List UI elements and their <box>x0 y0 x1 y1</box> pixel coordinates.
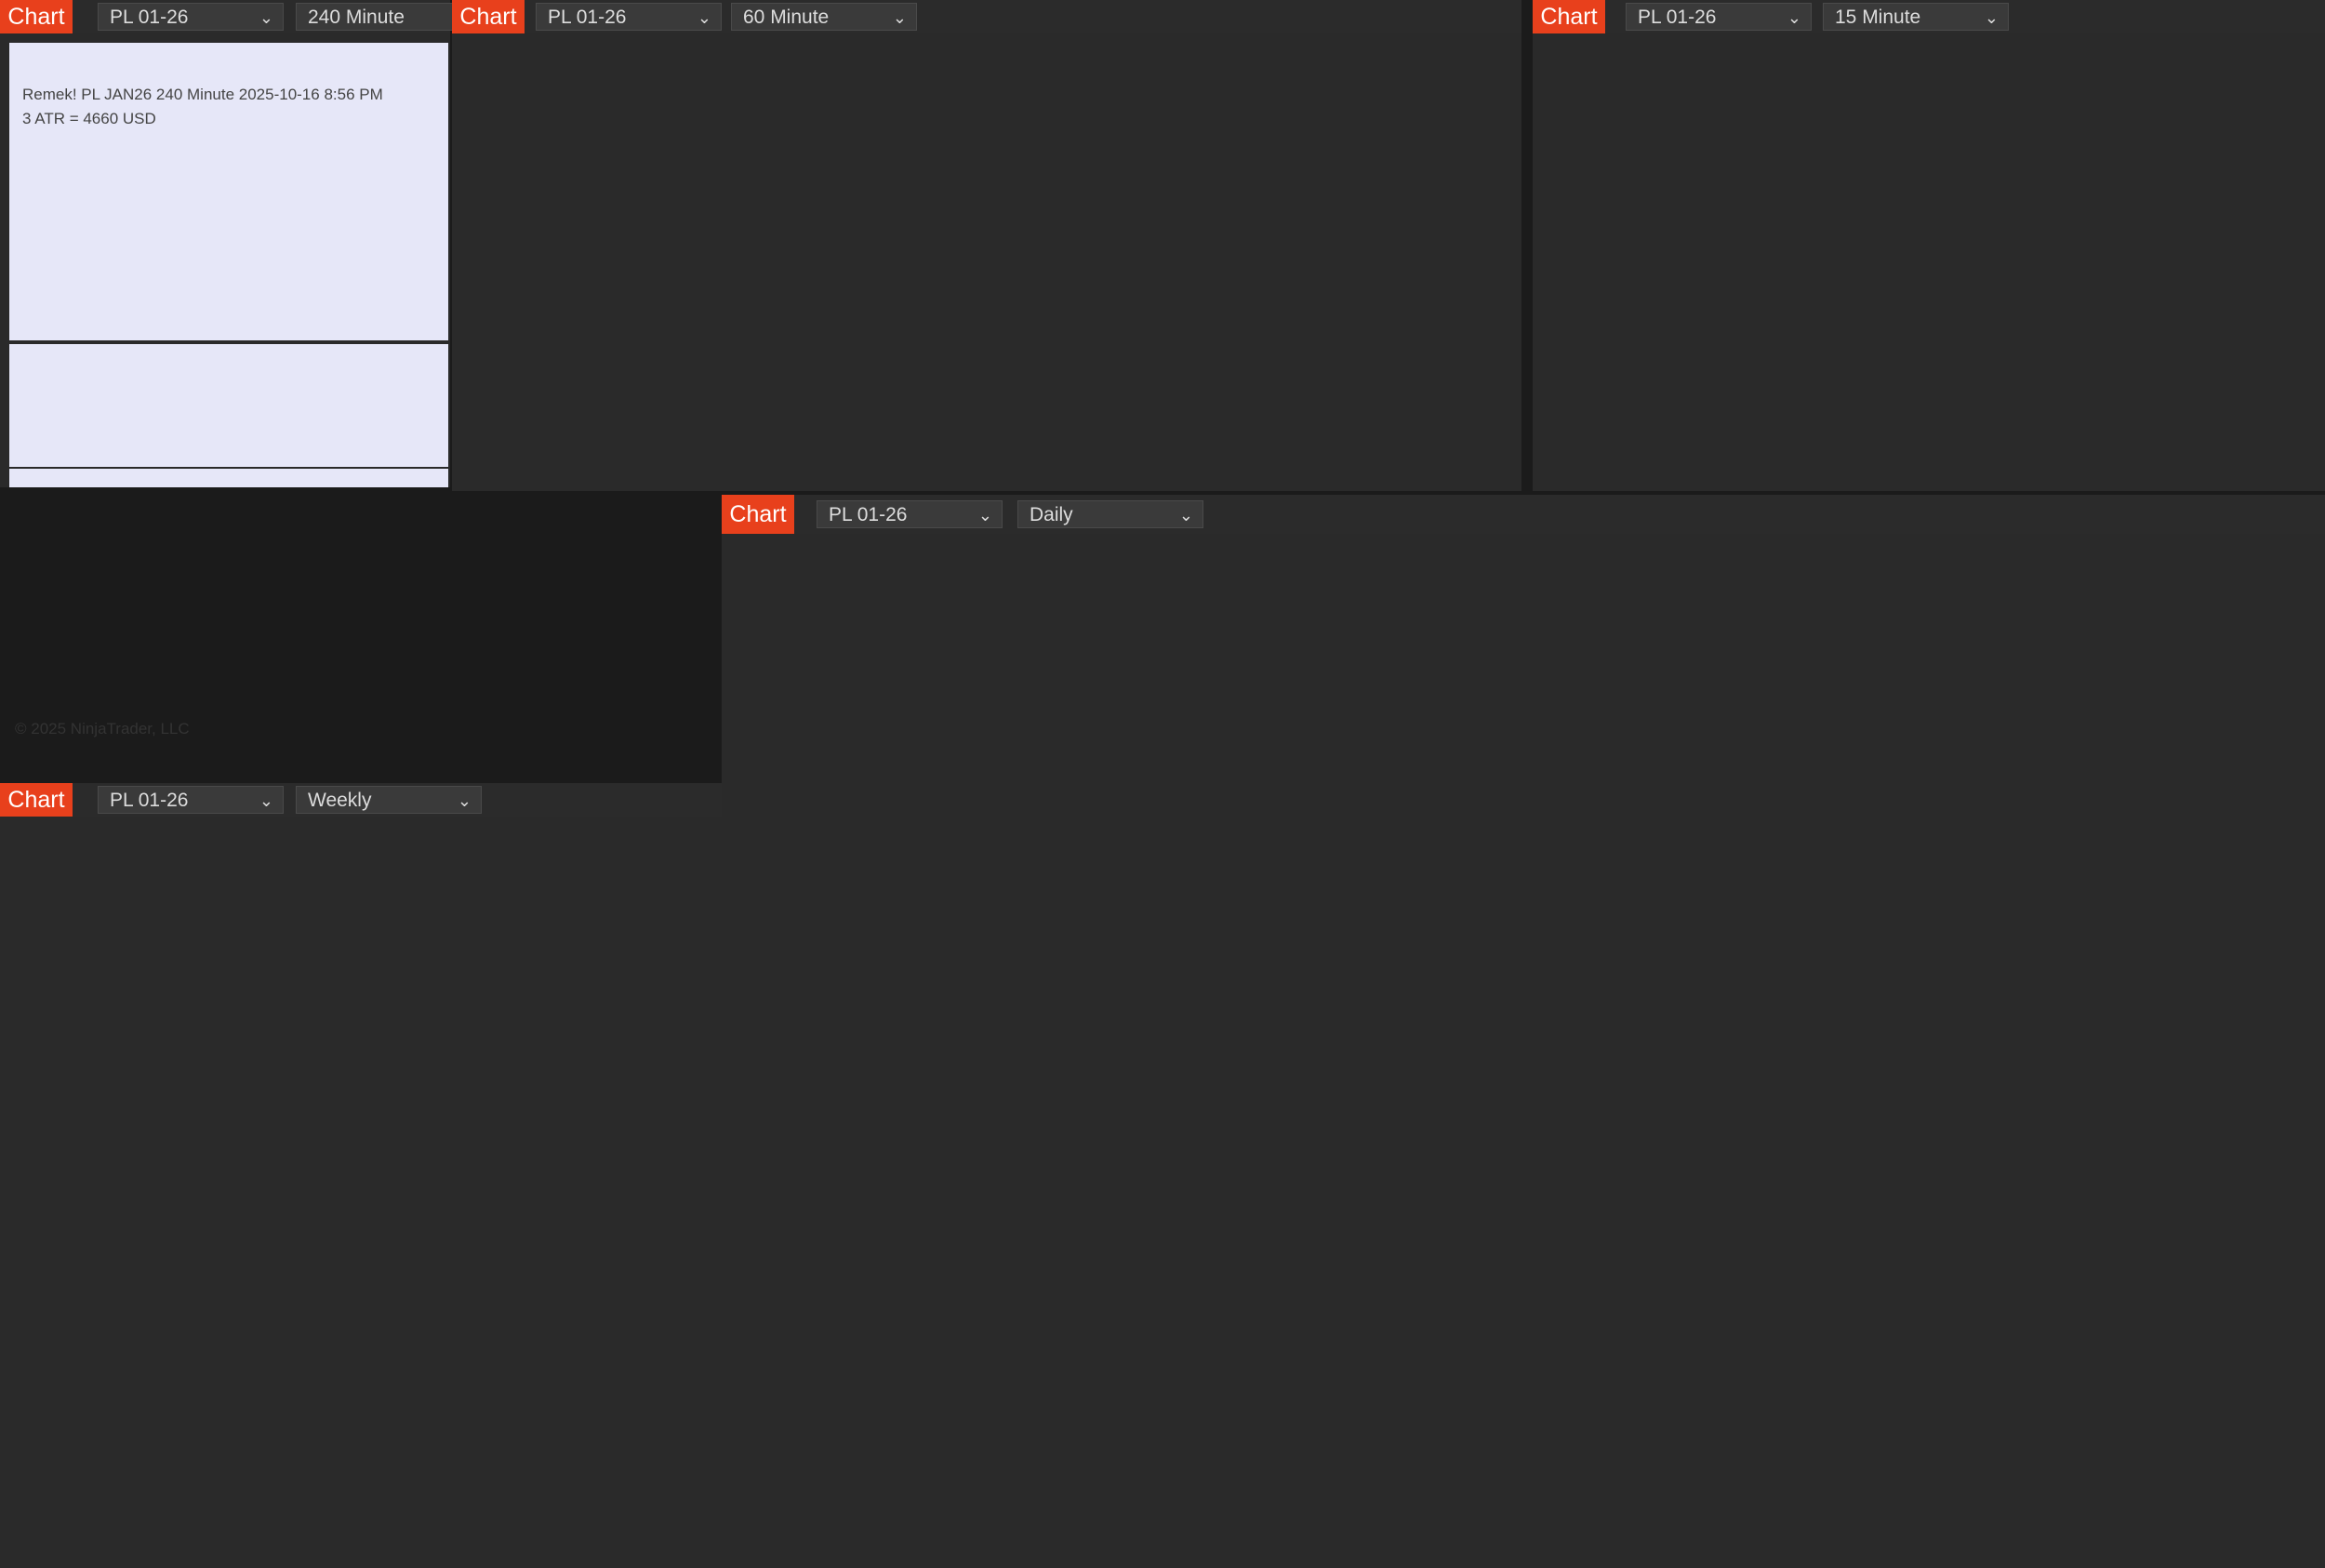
chart-tab[interactable]: Chart <box>0 783 73 817</box>
chevron-down-icon: ⌄ <box>1787 8 1801 27</box>
interval-selector[interactable]: Daily ⌄ <box>1017 500 1203 528</box>
instrument-value: PL 01-26 <box>829 504 908 525</box>
chevron-down-icon: ⌄ <box>259 791 273 810</box>
window-toolbar: Chart PL 01-26 ⌄ Weekly ⌄ <box>0 783 722 817</box>
chart-tab[interactable]: Chart <box>452 0 525 33</box>
instrument-selector[interactable]: PL 01-26 ⌄ <box>1626 3 1812 31</box>
instrument-value: PL 01-26 <box>110 790 189 811</box>
window-toolbar: Chart PL 01-26 ⌄ 15 Minute ⌄ <box>1533 0 2325 33</box>
indicator-axis[interactable] <box>405 344 448 467</box>
interval-selector[interactable]: Weekly ⌄ <box>296 786 482 814</box>
interval-value: 240 Minute <box>308 7 405 28</box>
chevron-down-icon: ⌄ <box>1984 8 1999 27</box>
chart-tab[interactable]: Chart <box>722 495 794 534</box>
instrument-selector[interactable]: PL 01-26 ⌄ <box>98 3 284 31</box>
instrument-value: PL 01-26 <box>110 7 189 28</box>
instrument-selector[interactable]: PL 01-26 ⌄ <box>817 500 1003 528</box>
interval-value: Daily <box>1030 504 1073 525</box>
chart-title: Remek! PL JAN26 240 Minute 2025-10-16 8:… <box>22 86 383 103</box>
instrument-selector[interactable]: PL 01-26 ⌄ <box>98 786 284 814</box>
instrument-selector[interactable]: PL 01-26 ⌄ <box>536 3 722 31</box>
price-axis[interactable] <box>405 43 448 340</box>
instrument-value: PL 01-26 <box>548 7 627 28</box>
price-panel[interactable] <box>9 43 405 340</box>
chevron-down-icon: ⌄ <box>977 506 992 525</box>
copyright: © 2025 NinjaTrader, LLC <box>15 720 190 737</box>
window-toolbar: Chart PL 01-26 ⌄ 60 Minute ⌄ <box>452 0 1521 33</box>
chevron-down-icon: ⌄ <box>1178 506 1193 525</box>
chart-window-60min: Chart PL 01-26 ⌄ 60 Minute ⌄ <box>452 0 1521 491</box>
interval-value: 15 Minute <box>1835 7 1921 28</box>
chart-window-daily: Chart PL 01-26 ⌄ Daily ⌄ <box>722 495 2325 1568</box>
interval-selector[interactable]: 60 Minute ⌄ <box>731 3 917 31</box>
chart-tab[interactable]: Chart <box>0 0 73 33</box>
indicator-panel[interactable] <box>9 344 405 467</box>
chevron-down-icon: ⌄ <box>457 791 472 810</box>
chart-window-15min: Chart PL 01-26 ⌄ 15 Minute ⌄ <box>1533 0 2325 491</box>
time-axis[interactable] <box>9 469 448 487</box>
chart-window-240min: Chart PL 01-26 ⌄ 240 Minute⌄ Remek! PL JA… <box>0 0 482 737</box>
window-toolbar: Chart PL 01-26 ⌄ 240 Minute⌄ <box>0 0 482 33</box>
chart-tab[interactable]: Chart <box>1533 0 1605 33</box>
chevron-down-icon: ⌄ <box>259 8 273 27</box>
chevron-down-icon: ⌄ <box>697 8 711 27</box>
interval-value: 60 Minute <box>743 7 830 28</box>
interval-selector[interactable]: 15 Minute ⌄ <box>1823 3 2009 31</box>
window-toolbar: Chart PL 01-26 ⌄ Daily ⌄ <box>722 495 2325 534</box>
instrument-value: PL 01-26 <box>1638 7 1717 28</box>
chevron-down-icon: ⌄ <box>892 8 907 27</box>
interval-value: Weekly <box>308 790 372 811</box>
chart-window-weekly: Chart PL 01-26 ⌄ Weekly ⌄ <box>0 783 722 1568</box>
atr-label: 3 ATR = 4660 USD <box>22 110 156 127</box>
interval-selector[interactable]: 240 Minute⌄ <box>296 3 482 31</box>
